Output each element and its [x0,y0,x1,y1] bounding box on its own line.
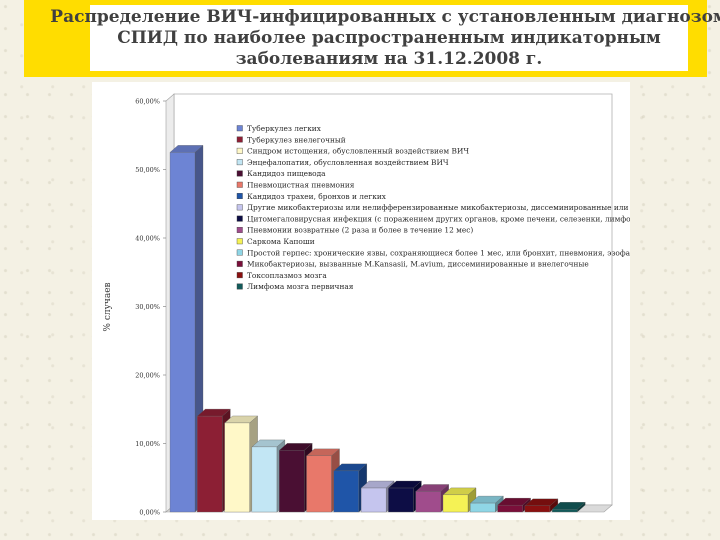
bar [360,487,387,513]
y-tick-label: 0,00% [139,509,160,517]
legend-label: Лимфома мозга первичная [247,282,354,291]
legend-swatch [236,260,243,267]
bar [197,415,223,513]
legend-swatch [236,204,243,211]
legend-label: Саркома Капоши [247,237,315,246]
legend-label: Пневмонии возвратные (2 раза и более в т… [247,226,473,235]
bar [388,487,414,513]
legend-swatch [236,272,243,279]
bar-chart: 0,00% 10,00% 20,00% 30,00% 40,00% 50,00% 60,00… [103,93,630,517]
title-bar: Распределение ВИЧ-инфицированных с устан… [24,0,720,77]
legend-swatch [236,159,243,166]
bar [169,152,196,513]
bar [470,502,496,513]
bar [442,494,469,513]
bar [224,422,250,513]
legend-label: Синдром истощения, обусловленный воздейс… [247,147,469,156]
legend-swatch [236,170,243,177]
bar [415,491,441,513]
legend-label: Туберкулез внелегочный [247,135,346,144]
bar [333,470,359,513]
bar [497,504,523,513]
title-line-2: СПИД по наиболее распространенным индика… [117,27,661,48]
y-tick-label: 10,00% [135,440,160,448]
legend-label: Туберкулез легких [247,124,322,133]
legend-swatch [236,226,243,233]
legend-swatch [236,136,243,143]
legend-swatch [236,283,243,290]
y-tick-label: 60,00% [135,98,160,106]
legend-label: Токсоплазмоз мозга [247,271,327,280]
legend-label: Микобактериозы, вызванные M.Kansasii, M.… [247,260,589,269]
y-tick-label: 30,00% [135,303,160,311]
chart-panel: 0,00% 10,00% 20,00% 30,00% 40,00% 50,00% 60,00… [92,82,630,520]
legend-label: Энцефалопатия, обусловленная воздействие… [247,158,449,167]
bar [306,455,332,513]
legend-label: Кандидоз трахеи, бронхов и легких [247,192,387,201]
title-line-1: Распределение ВИЧ-инфицированных с устан… [50,6,720,27]
bar [552,509,578,513]
y-tick-label: 20,00% [135,372,160,380]
bar [251,446,278,513]
y-tick-label: 40,00% [135,235,160,243]
legend-swatch [236,249,243,256]
y-axis-title: % случаев [103,282,113,331]
legend-swatch [236,181,243,188]
y-tick-label: 50,00% [135,166,160,174]
legend-label: Кандидоз пищевода [247,169,326,178]
legend-label: Цитомегаловирусная инфекция (с поражение… [247,214,630,223]
title-box: Распределение ВИЧ-инфицированных с устан… [50,5,720,71]
legend-label: Пневмоцистная пневмония [247,181,355,190]
legend-swatch [236,125,243,132]
title-line-3: заболеваниям на 31.12.2008 г. [235,48,543,69]
legend-label: Простой герпес: хронические язвы, сохран… [247,248,630,257]
legend-label: Другие микобактериозы или нелифферензиро… [247,203,630,212]
legend-swatch [236,215,243,222]
legend-swatch [236,147,243,154]
bar [524,505,551,513]
legend-swatch [236,193,243,200]
bar [279,450,305,513]
legend-swatch [236,238,243,245]
